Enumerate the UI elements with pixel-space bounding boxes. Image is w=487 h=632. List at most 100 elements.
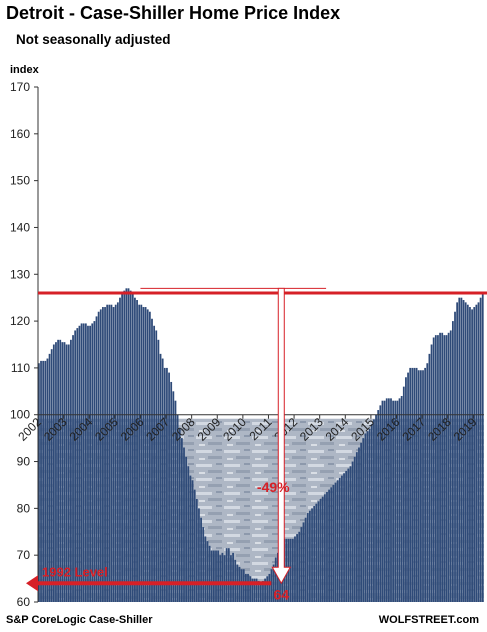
bar <box>381 400 384 602</box>
bar <box>432 337 435 602</box>
bar <box>268 573 271 602</box>
bar <box>264 578 266 602</box>
bar <box>95 316 98 602</box>
bar <box>336 480 339 602</box>
bar <box>72 335 74 602</box>
bar <box>338 477 341 602</box>
bar <box>185 456 188 602</box>
y-tick-label: 170 <box>10 80 30 94</box>
bar <box>134 297 136 602</box>
bar <box>240 569 243 602</box>
bar <box>458 297 461 602</box>
bar <box>481 293 484 602</box>
y-tick-label: 70 <box>17 548 31 562</box>
bar <box>370 424 373 602</box>
bar <box>108 304 111 602</box>
bar <box>136 300 138 602</box>
bar <box>217 550 220 602</box>
bar <box>360 442 363 602</box>
bar <box>52 344 55 602</box>
bar <box>131 293 134 602</box>
bar <box>317 501 320 602</box>
bar <box>400 396 403 602</box>
trough-value-label: 64 <box>273 586 289 602</box>
bar <box>313 506 316 602</box>
bar <box>91 323 94 602</box>
bar <box>99 309 102 602</box>
bar <box>449 330 452 602</box>
bar <box>413 367 416 602</box>
bar <box>121 293 124 602</box>
bar <box>409 367 412 602</box>
bar <box>251 578 254 602</box>
bar <box>355 452 358 602</box>
bar <box>112 307 115 602</box>
chart-title: Detroit - Case-Shiller Home Price Index <box>6 3 341 23</box>
bar <box>319 499 322 602</box>
bar <box>193 489 196 602</box>
bar <box>300 527 303 602</box>
bar <box>334 482 337 602</box>
y-tick-label: 150 <box>10 174 30 188</box>
y-tick-label: 60 <box>17 595 31 609</box>
bar <box>157 339 160 602</box>
bar <box>473 307 476 602</box>
bar <box>61 342 64 602</box>
bar <box>163 367 166 602</box>
bar <box>362 438 365 602</box>
bar <box>394 400 397 602</box>
bar <box>477 302 480 602</box>
bar <box>38 363 40 602</box>
bar <box>255 578 258 602</box>
bar <box>187 466 190 602</box>
bar <box>272 564 275 602</box>
bar <box>202 527 205 602</box>
bar <box>426 363 429 602</box>
bar <box>119 297 121 602</box>
bar <box>144 307 147 602</box>
y-tick-label: 80 <box>17 501 31 515</box>
bar <box>70 339 72 602</box>
bar <box>364 433 367 602</box>
bar <box>170 381 173 602</box>
bar <box>198 508 200 602</box>
chart-subtitle: Not seasonally adjusted <box>16 32 171 47</box>
bar <box>387 398 390 602</box>
y-axis-label: index <box>10 64 39 76</box>
bar <box>138 304 141 602</box>
bar <box>208 545 211 602</box>
bar <box>302 522 305 602</box>
bar <box>191 480 194 602</box>
bar <box>396 400 399 602</box>
bar <box>405 377 407 602</box>
bar <box>328 489 331 602</box>
bar <box>234 559 237 602</box>
bar <box>155 330 158 602</box>
bar <box>78 325 81 602</box>
bar <box>42 360 45 602</box>
bar <box>140 304 143 602</box>
bar <box>439 332 441 602</box>
bar <box>274 557 277 602</box>
bar <box>366 431 369 602</box>
bar <box>151 318 153 602</box>
bar <box>441 332 444 602</box>
bar <box>57 339 59 602</box>
bar <box>373 419 375 602</box>
bar <box>44 360 47 602</box>
bar <box>106 304 109 602</box>
bar <box>84 323 87 602</box>
bar <box>445 335 448 602</box>
bar <box>309 510 311 602</box>
bar <box>59 339 62 602</box>
bar <box>311 508 313 602</box>
bar <box>349 466 352 602</box>
bar <box>266 576 269 602</box>
bar <box>358 447 360 602</box>
bar <box>168 372 170 602</box>
bar <box>377 410 380 602</box>
bar <box>200 517 202 602</box>
bar <box>428 353 431 602</box>
bar <box>183 447 185 602</box>
